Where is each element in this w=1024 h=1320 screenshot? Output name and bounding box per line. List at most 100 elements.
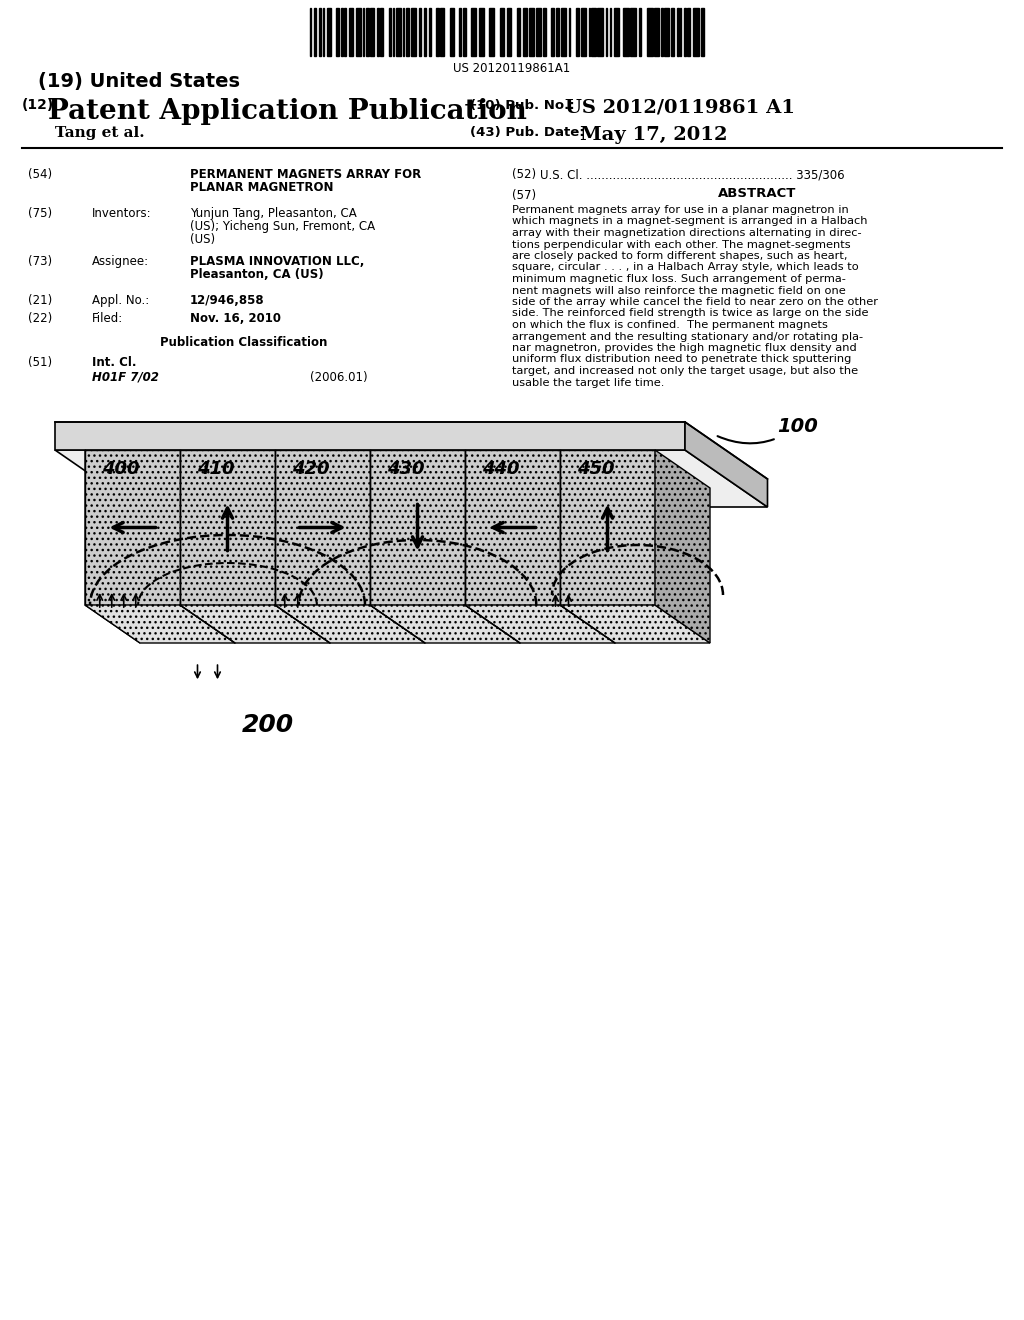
Bar xyxy=(610,8,611,55)
Text: 440: 440 xyxy=(482,459,520,478)
Bar xyxy=(672,8,674,55)
Bar xyxy=(500,8,504,55)
Text: Yunjun Tang, Pleasanton, CA: Yunjun Tang, Pleasanton, CA xyxy=(190,207,356,220)
Bar xyxy=(677,8,679,55)
Bar xyxy=(440,8,444,55)
Text: (10) Pub. No.:: (10) Pub. No.: xyxy=(470,99,574,112)
Text: 430: 430 xyxy=(387,459,425,478)
Text: 420: 420 xyxy=(293,459,330,478)
Text: are closely packed to form different shapes, such as heart,: are closely packed to form different sha… xyxy=(512,251,848,261)
Bar xyxy=(406,8,409,55)
Bar xyxy=(639,8,641,55)
Bar xyxy=(436,8,438,55)
Text: (22): (22) xyxy=(28,312,52,325)
Bar xyxy=(318,8,322,55)
Text: 450: 450 xyxy=(578,459,615,478)
Text: (52): (52) xyxy=(512,168,537,181)
Text: 12/946,858: 12/946,858 xyxy=(190,294,264,308)
Bar xyxy=(701,8,705,55)
Bar xyxy=(344,8,346,55)
Bar xyxy=(459,8,462,55)
Polygon shape xyxy=(370,605,520,643)
Bar xyxy=(582,8,586,55)
Bar xyxy=(450,8,455,55)
Text: U.S. Cl. ....................................................... 335/306: U.S. Cl. ...............................… xyxy=(540,168,845,181)
Polygon shape xyxy=(180,605,330,643)
Bar xyxy=(419,8,422,55)
Text: PLASMA INNOVATION LLC,: PLASMA INNOVATION LLC, xyxy=(190,255,365,268)
Bar xyxy=(341,8,343,55)
Text: 410: 410 xyxy=(198,459,234,478)
Text: Appl. No.:: Appl. No.: xyxy=(92,294,150,308)
Bar xyxy=(623,8,629,55)
Bar xyxy=(528,8,535,55)
Bar xyxy=(314,8,315,55)
Bar xyxy=(614,8,618,55)
Polygon shape xyxy=(465,450,560,605)
Text: 400: 400 xyxy=(102,459,140,478)
Polygon shape xyxy=(85,605,234,643)
Bar xyxy=(323,8,325,55)
Text: (21): (21) xyxy=(28,294,52,308)
Bar xyxy=(429,8,431,55)
Text: Patent Application Publication: Patent Application Publication xyxy=(48,98,527,125)
Polygon shape xyxy=(55,422,685,450)
Text: US 2012/0119861 A1: US 2012/0119861 A1 xyxy=(565,99,795,117)
Text: (51): (51) xyxy=(28,356,52,370)
Text: (2006.01): (2006.01) xyxy=(310,371,368,384)
Polygon shape xyxy=(275,605,425,643)
Bar xyxy=(693,8,698,55)
Text: Publication Classification: Publication Classification xyxy=(161,337,328,348)
Bar xyxy=(662,8,663,55)
Bar xyxy=(424,8,426,55)
Bar xyxy=(568,8,570,55)
Text: target, and increased not only the target usage, but also the: target, and increased not only the targe… xyxy=(512,366,858,376)
Bar xyxy=(395,8,401,55)
Text: Assignee:: Assignee: xyxy=(92,255,150,268)
Text: side. The reinforced field strength is twice as large on the side: side. The reinforced field strength is t… xyxy=(512,309,868,318)
Bar xyxy=(575,8,579,55)
Bar xyxy=(517,8,520,55)
Text: Filed:: Filed: xyxy=(92,312,123,325)
Text: ABSTRACT: ABSTRACT xyxy=(718,187,797,201)
Text: minimum magnetic flux loss. Such arrangement of perma-: minimum magnetic flux loss. Such arrange… xyxy=(512,275,846,284)
Text: usable the target life time.: usable the target life time. xyxy=(512,378,665,388)
Bar xyxy=(597,8,603,55)
Bar xyxy=(412,8,416,55)
Bar xyxy=(589,8,590,55)
Text: Permanent magnets array for use in a planar magnetron in: Permanent magnets array for use in a pla… xyxy=(512,205,849,215)
Bar xyxy=(478,8,484,55)
Polygon shape xyxy=(85,450,140,643)
Bar xyxy=(556,8,558,55)
Text: May 17, 2012: May 17, 2012 xyxy=(580,125,727,144)
Bar xyxy=(543,8,546,55)
Text: (19) United States: (19) United States xyxy=(38,73,240,91)
Text: arrangement and the resulting stationary and/or rotating pla-: arrangement and the resulting stationary… xyxy=(512,331,863,342)
Bar xyxy=(680,8,681,55)
Bar xyxy=(393,8,394,55)
Bar xyxy=(654,8,658,55)
Text: (75): (75) xyxy=(28,207,52,220)
Text: which magnets in a magnet-segment is arranged in a Halbach: which magnets in a magnet-segment is arr… xyxy=(512,216,867,227)
Text: (US); Yicheng Sun, Fremont, CA: (US); Yicheng Sun, Fremont, CA xyxy=(190,220,375,234)
Text: 200: 200 xyxy=(242,713,294,737)
Bar xyxy=(471,8,476,55)
Polygon shape xyxy=(685,422,768,507)
Bar xyxy=(310,8,311,55)
Bar xyxy=(327,8,332,55)
Polygon shape xyxy=(465,605,615,643)
Text: (12): (12) xyxy=(22,98,54,112)
Bar xyxy=(684,8,686,55)
Bar xyxy=(388,8,391,55)
Text: nar magnetron, provides the high magnetic flux density and: nar magnetron, provides the high magneti… xyxy=(512,343,857,352)
Text: uniform flux distribution need to penetrate thick sputtering: uniform flux distribution need to penetr… xyxy=(512,355,851,364)
Bar xyxy=(647,8,653,55)
Text: H01F 7/02: H01F 7/02 xyxy=(92,371,159,384)
Polygon shape xyxy=(275,450,370,605)
Text: side of the array while cancel the field to near zero on the other: side of the array while cancel the field… xyxy=(512,297,878,308)
Polygon shape xyxy=(180,450,275,605)
Bar xyxy=(380,8,383,55)
Text: Inventors:: Inventors: xyxy=(92,207,152,220)
Polygon shape xyxy=(655,450,710,643)
Bar xyxy=(592,8,596,55)
